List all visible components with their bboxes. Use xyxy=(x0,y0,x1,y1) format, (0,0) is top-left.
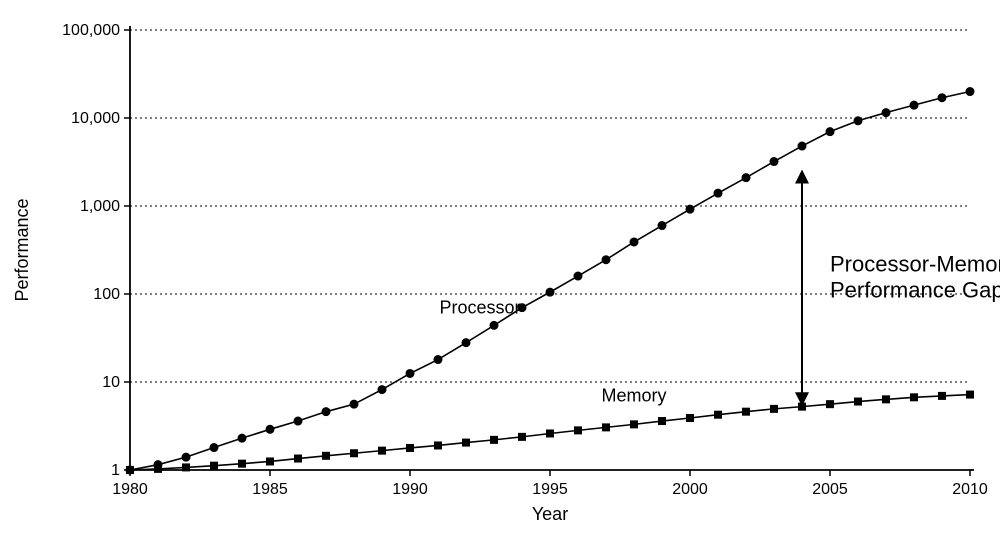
marker-circle xyxy=(770,157,779,166)
x-tick-label: 1990 xyxy=(392,481,428,498)
marker-circle xyxy=(182,453,191,462)
marker-square xyxy=(322,452,330,460)
marker-circle xyxy=(910,101,919,110)
marker-square xyxy=(350,449,358,457)
marker-square xyxy=(742,408,750,416)
marker-circle xyxy=(854,116,863,125)
marker-square xyxy=(770,405,778,413)
marker-circle xyxy=(938,93,947,102)
marker-circle xyxy=(686,205,695,214)
marker-circle xyxy=(294,417,303,426)
x-tick-label: 2005 xyxy=(812,481,848,498)
marker-square xyxy=(714,411,722,419)
performance-gap-chart: 1 10 100 1,000 10,000 100,000 1980 1985 1990 1995… xyxy=(0,0,1000,543)
marker-square xyxy=(826,400,834,408)
y-tick-label: 10,000 xyxy=(71,110,120,127)
y-tick-label: 1 xyxy=(111,462,120,479)
marker-circle xyxy=(658,221,667,230)
marker-square xyxy=(518,433,526,441)
marker-circle xyxy=(630,237,639,246)
marker-circle xyxy=(882,108,891,117)
marker-circle xyxy=(714,189,723,198)
gap-annotation-line-1: Performance Gap xyxy=(830,278,1000,303)
marker-circle xyxy=(742,173,751,182)
x-tick-label: 1995 xyxy=(532,481,568,498)
y-tick-label: 10 xyxy=(102,374,120,391)
marker-square xyxy=(882,395,890,403)
marker-circle xyxy=(574,272,583,281)
marker-circle xyxy=(462,338,471,347)
series-label-processor: Processor xyxy=(439,298,520,318)
marker-square xyxy=(182,463,190,471)
x-tick-label: 2010 xyxy=(952,481,988,498)
marker-circle xyxy=(546,288,555,297)
marker-circle xyxy=(378,385,387,394)
marker-square xyxy=(658,417,666,425)
marker-square xyxy=(686,414,694,422)
marker-circle xyxy=(434,355,443,364)
marker-square xyxy=(490,436,498,444)
marker-square xyxy=(266,457,274,465)
marker-square xyxy=(546,429,554,437)
marker-square xyxy=(238,460,246,468)
x-tick-label: 1985 xyxy=(252,481,288,498)
marker-circle xyxy=(238,434,247,443)
marker-square xyxy=(938,392,946,400)
marker-square xyxy=(406,444,414,452)
gap-arrowhead-down xyxy=(795,392,809,406)
marker-square xyxy=(574,426,582,434)
marker-square xyxy=(602,423,610,431)
marker-square xyxy=(154,465,162,473)
gap-annotation-line-0: Processor-Memory xyxy=(830,252,1000,277)
x-axis-label: Year xyxy=(532,504,568,524)
x-tick-label: 1980 xyxy=(112,481,148,498)
marker-square xyxy=(910,393,918,401)
marker-square xyxy=(434,441,442,449)
marker-circle xyxy=(826,127,835,136)
marker-square xyxy=(126,466,134,474)
marker-square xyxy=(966,391,974,399)
y-axis-label: Performance xyxy=(12,198,32,301)
y-tick-label: 100,000 xyxy=(62,22,120,39)
marker-square xyxy=(210,462,218,470)
marker-square xyxy=(854,398,862,406)
marker-square xyxy=(462,439,470,447)
marker-square xyxy=(378,447,386,455)
y-tick-label: 1,000 xyxy=(80,198,120,215)
marker-circle xyxy=(210,443,219,452)
marker-circle xyxy=(322,407,331,416)
marker-square xyxy=(630,420,638,428)
marker-circle xyxy=(798,142,807,151)
marker-circle xyxy=(350,400,359,409)
marker-circle xyxy=(406,369,415,378)
marker-circle xyxy=(266,425,275,434)
gap-arrowhead-up xyxy=(795,169,809,183)
x-tick-label: 2000 xyxy=(672,481,708,498)
y-tick-label: 100 xyxy=(93,286,120,303)
marker-circle xyxy=(602,255,611,264)
marker-circle xyxy=(490,321,499,330)
series-label-memory: Memory xyxy=(601,386,666,406)
marker-square xyxy=(294,455,302,463)
marker-circle xyxy=(966,87,975,96)
